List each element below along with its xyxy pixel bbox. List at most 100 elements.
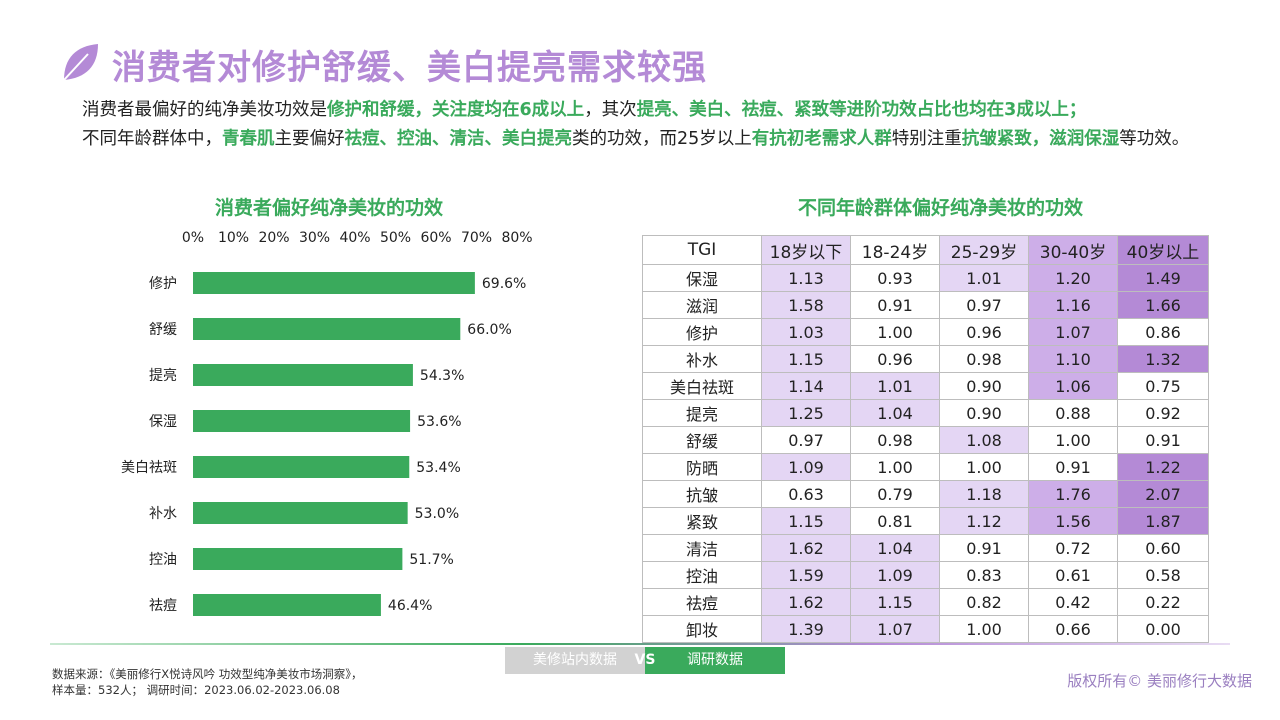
table-cell: 1.22 xyxy=(1117,453,1209,481)
corner-header: TGI xyxy=(642,235,762,265)
intro-highlight: 提亮、美白、祛痘、紧致等进阶功效占比也均在3成以上； xyxy=(636,100,1087,120)
table-cell: 1.56 xyxy=(1028,507,1118,535)
table-cell: 0.97 xyxy=(939,291,1029,319)
table-cell: 1.32 xyxy=(1117,345,1209,373)
table-cell: 1.10 xyxy=(1028,345,1118,373)
category-label: 控油 xyxy=(149,552,177,568)
table-cell: 1.87 xyxy=(1117,507,1209,535)
intro-text: 主要偏好 xyxy=(274,129,345,149)
x-tick-label: 20% xyxy=(258,230,289,246)
table-cell: 1.04 xyxy=(850,534,940,562)
table-cell: 1.00 xyxy=(850,453,940,481)
intro-text: 特别注重 xyxy=(891,129,962,149)
table-cell: 0.88 xyxy=(1028,399,1118,427)
source-line: 数据来源：《美丽修行X悦诗风吟 功效型纯净美妆市场洞察》， xyxy=(52,667,363,681)
leaf-icon xyxy=(63,44,98,81)
table-row: 紧致 1.15 0.81 1.12 1.56 1.87 xyxy=(642,507,1209,535)
row-label: 卸妆 xyxy=(642,615,762,643)
row-label: 保湿 xyxy=(642,264,762,292)
table-row: 防晒 1.09 1.00 1.00 0.91 1.22 xyxy=(642,453,1209,481)
category-label: 祛痘 xyxy=(149,598,177,614)
table-cell: 1.15 xyxy=(761,345,851,373)
internal-data-tag: 美修站内数据 xyxy=(505,647,645,674)
table-cell: 0.58 xyxy=(1117,561,1209,589)
table-cell: 1.03 xyxy=(761,318,851,346)
row-label: 控油 xyxy=(642,561,762,589)
table-cell: 0.00 xyxy=(1117,615,1209,643)
table-title: 不同年龄群体偏好纯净美妆的功效 xyxy=(798,197,1084,219)
table-cell: 0.93 xyxy=(850,264,940,292)
table-header-row: TGI 18岁以下 18-24岁 25-29岁 30-40岁 40岁以上 xyxy=(642,235,1209,265)
table-cell: 1.62 xyxy=(761,534,851,562)
data-label: 51.7% xyxy=(409,552,453,568)
table-cell: 0.72 xyxy=(1028,534,1118,562)
table-cell: 0.61 xyxy=(1028,561,1118,589)
bar xyxy=(193,594,381,616)
table-cell: 0.98 xyxy=(850,426,940,454)
bar-chart-title: 消费者偏好纯净美妆的功效 xyxy=(215,197,444,219)
x-tick-label: 0% xyxy=(182,230,204,246)
row-label: 抗皱 xyxy=(642,480,762,508)
table-cell: 1.00 xyxy=(939,615,1029,643)
table-cell: 0.22 xyxy=(1117,588,1209,616)
data-label: 66.0% xyxy=(467,322,511,338)
table-cell: 0.42 xyxy=(1028,588,1118,616)
table-row: 祛痘 1.62 1.15 0.82 0.42 0.22 xyxy=(642,588,1209,616)
data-label: 54.3% xyxy=(420,368,464,384)
category-label: 美白祛斑 xyxy=(121,460,177,476)
row-label: 舒缓 xyxy=(642,426,762,454)
table-cell: 0.75 xyxy=(1117,372,1209,400)
table-cell: 1.00 xyxy=(939,453,1029,481)
table-cell: 1.15 xyxy=(761,507,851,535)
x-tick-label: 80% xyxy=(501,230,532,246)
column-header: 30-40岁 xyxy=(1028,235,1118,265)
intro-text: 不同年龄群体中， xyxy=(82,129,222,149)
x-tick-label: 70% xyxy=(461,230,492,246)
table-row: 保湿 1.13 0.93 1.01 1.20 1.49 xyxy=(642,264,1209,292)
x-tick-label: 40% xyxy=(339,230,370,246)
table-cell: 0.82 xyxy=(939,588,1029,616)
table-cell: 1.59 xyxy=(761,561,851,589)
bar xyxy=(193,502,408,524)
table-cell: 1.04 xyxy=(850,399,940,427)
x-tick-label: 50% xyxy=(380,230,411,246)
row-label: 滋润 xyxy=(642,291,762,319)
table-cell: 1.58 xyxy=(761,291,851,319)
table-cell: 1.76 xyxy=(1028,480,1118,508)
column-header: 25-29岁 xyxy=(939,235,1029,265)
table-cell: 0.91 xyxy=(1117,426,1209,454)
table-cell: 1.62 xyxy=(761,588,851,616)
table-cell: 1.13 xyxy=(761,264,851,292)
row-label: 清洁 xyxy=(642,534,762,562)
bar-chart: 0% 10% 20% 30% 40% 50% 60% 70% 80% 修护 69.6% 舒缓 66.0%… xyxy=(121,230,533,616)
table-cell: 0.66 xyxy=(1028,615,1118,643)
row-label: 提亮 xyxy=(642,399,762,427)
data-label: 53.0% xyxy=(415,506,459,522)
table-row: 补水 1.15 0.96 0.98 1.10 1.32 xyxy=(642,345,1209,373)
table-cell: 0.90 xyxy=(939,372,1029,400)
table-cell: 2.07 xyxy=(1117,480,1209,508)
intro-text: 等功效。 xyxy=(1119,129,1190,149)
sample-line: 样本量：532人； 调研时间：2023.06.02-2023.06.08 xyxy=(52,683,340,697)
table-cell: 0.83 xyxy=(939,561,1029,589)
data-label: 53.4% xyxy=(416,460,460,476)
bar xyxy=(193,456,410,478)
table-cell: 1.01 xyxy=(850,372,940,400)
table-cell: 1.14 xyxy=(761,372,851,400)
table-row: 舒缓 0.97 0.98 1.08 1.00 0.91 xyxy=(642,426,1209,454)
table-cell: 0.91 xyxy=(939,534,1029,562)
column-header: 18-24岁 xyxy=(850,235,940,265)
intro-text: ，其次 xyxy=(584,100,637,120)
table-cell: 0.63 xyxy=(761,480,851,508)
bar xyxy=(193,410,411,432)
tgi-table: TGI 18岁以下 18-24岁 25-29岁 30-40岁 40岁以上 保湿 1.13 0.9… xyxy=(642,235,1209,643)
row-label: 美白祛斑 xyxy=(642,372,762,400)
x-tick-label: 10% xyxy=(218,230,249,246)
table-cell: 0.92 xyxy=(1117,399,1209,427)
survey-data-tag: 调研数据 xyxy=(645,647,785,674)
table-row: 美白祛斑 1.14 1.01 0.90 1.06 0.75 xyxy=(642,372,1209,400)
table-cell: 0.96 xyxy=(939,318,1029,346)
row-label: 祛痘 xyxy=(642,588,762,616)
table-row: 清洁 1.62 1.04 0.91 0.72 0.60 xyxy=(642,534,1209,562)
table-row: 卸妆 1.39 1.07 1.00 0.66 0.00 xyxy=(642,615,1209,643)
